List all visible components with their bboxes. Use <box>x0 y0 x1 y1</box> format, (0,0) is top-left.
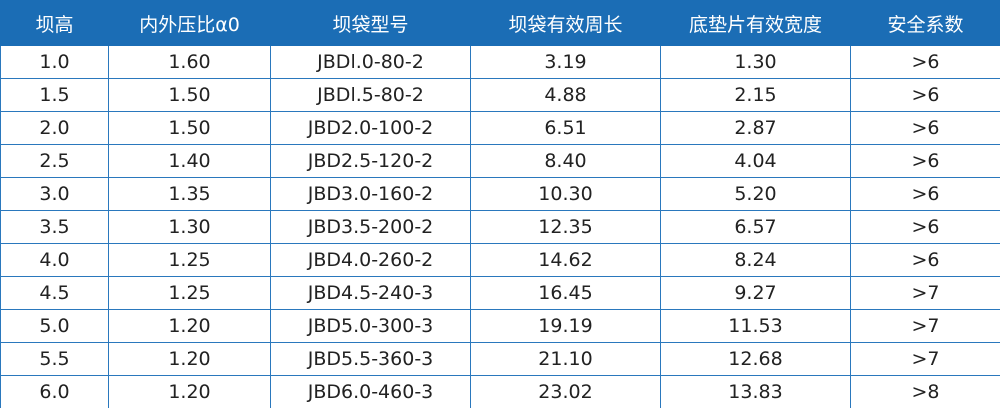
table-cell: >7 <box>850 342 1000 376</box>
table-cell: 23.02 <box>470 375 661 408</box>
table-cell: >6 <box>850 243 1000 277</box>
table-body: 1.0 1.60 JBDl.0-80-2 3.19 1.30 >6 1.5 1.50 JBDl.… <box>0 45 1000 408</box>
table-cell: 11.53 <box>660 309 851 343</box>
table-cell: >7 <box>850 276 1000 310</box>
table-cell: 4.04 <box>660 144 851 178</box>
table-cell: 2.5 <box>0 144 109 178</box>
table-cell: 1.60 <box>108 45 271 79</box>
table-cell: 1.20 <box>108 375 271 408</box>
table-cell: 4.88 <box>470 78 661 112</box>
table-cell: JBD5.0-300-3 <box>270 309 471 343</box>
table-cell: >8 <box>850 375 1000 408</box>
table-cell: 10.30 <box>470 177 661 211</box>
table-row: 1.0 1.60 JBDl.0-80-2 3.19 1.30 >6 <box>0 45 1000 79</box>
table-cell: 1.0 <box>0 45 109 79</box>
table-cell: >6 <box>850 45 1000 79</box>
table-cell: 3.19 <box>470 45 661 79</box>
table-cell: 12.68 <box>660 342 851 376</box>
table-cell: 4.5 <box>0 276 109 310</box>
table-cell: 2.87 <box>660 111 851 145</box>
table-cell: 21.10 <box>470 342 661 376</box>
table-cell: JBD4.0-260-2 <box>270 243 471 277</box>
table-row: 2.5 1.40 JBD2.5-120-2 8.40 4.04 >6 <box>0 144 1000 178</box>
table-cell: JBD2.5-120-2 <box>270 144 471 178</box>
table-cell: 4.0 <box>0 243 109 277</box>
table-cell: >6 <box>850 177 1000 211</box>
table-cell: 6.51 <box>470 111 661 145</box>
table-cell: 2.15 <box>660 78 851 112</box>
table-cell: JBD5.5-360-3 <box>270 342 471 376</box>
table-cell: 8.24 <box>660 243 851 277</box>
table-cell: >6 <box>850 111 1000 145</box>
header-cell: 安全系数 <box>850 0 1000 46</box>
table-cell: JBD6.0-460-3 <box>270 375 471 408</box>
table-cell: 1.20 <box>108 342 271 376</box>
table-cell: >6 <box>850 210 1000 244</box>
table-row: 5.0 1.20 JBD5.0-300-3 19.19 11.53 >7 <box>0 309 1000 343</box>
table-cell: 5.20 <box>660 177 851 211</box>
table-cell: 1.30 <box>660 45 851 79</box>
table-row: 1.5 1.50 JBDl.5-80-2 4.88 2.15 >6 <box>0 78 1000 112</box>
table-cell: JBD3.5-200-2 <box>270 210 471 244</box>
table-cell: 14.62 <box>470 243 661 277</box>
table-cell: JBD2.0-100-2 <box>270 111 471 145</box>
table-row: 4.5 1.25 JBD4.5-240-3 16.45 9.27 >7 <box>0 276 1000 310</box>
table-cell: 5.0 <box>0 309 109 343</box>
table-cell: 1.50 <box>108 111 271 145</box>
table-cell: 5.5 <box>0 342 109 376</box>
header-cell: 坝袋型号 <box>270 0 471 46</box>
table-cell: 1.50 <box>108 78 271 112</box>
table-row: 2.0 1.50 JBD2.0-100-2 6.51 2.87 >6 <box>0 111 1000 145</box>
table-row: 5.5 1.20 JBD5.5-360-3 21.10 12.68 >7 <box>0 342 1000 376</box>
header-cell: 底垫片有效宽度 <box>660 0 851 46</box>
table-row: 3.0 1.35 JBD3.0-160-2 10.30 5.20 >6 <box>0 177 1000 211</box>
table-cell: 1.5 <box>0 78 109 112</box>
table-cell: 13.83 <box>660 375 851 408</box>
table-cell: JBD3.0-160-2 <box>270 177 471 211</box>
table-cell: JBDl.0-80-2 <box>270 45 471 79</box>
table-cell: 8.40 <box>470 144 661 178</box>
table-cell: 1.25 <box>108 276 271 310</box>
table-cell: 3.5 <box>0 210 109 244</box>
table-cell: JBDl.5-80-2 <box>270 78 471 112</box>
table-cell: 12.35 <box>470 210 661 244</box>
header-cell: 坝高 <box>0 0 109 46</box>
table-cell: >6 <box>850 144 1000 178</box>
table-header: 坝高 内外压比α0 坝袋型号 坝袋有效周长 底垫片有效宽度 安全系数 <box>0 0 1000 46</box>
table-cell: >6 <box>850 78 1000 112</box>
header-cell: 坝袋有效周长 <box>470 0 661 46</box>
header-cell: 内外压比α0 <box>108 0 271 46</box>
table-cell: 9.27 <box>660 276 851 310</box>
table-cell: JBD4.5-240-3 <box>270 276 471 310</box>
table-cell: 1.40 <box>108 144 271 178</box>
header-row: 坝高 内外压比α0 坝袋型号 坝袋有效周长 底垫片有效宽度 安全系数 <box>0 0 1000 46</box>
table-row: 3.5 1.30 JBD3.5-200-2 12.35 6.57 >6 <box>0 210 1000 244</box>
table-row: 4.0 1.25 JBD4.0-260-2 14.62 8.24 >6 <box>0 243 1000 277</box>
table-cell: 19.19 <box>470 309 661 343</box>
table-cell: 1.35 <box>108 177 271 211</box>
table-row: 6.0 1.20 JBD6.0-460-3 23.02 13.83 >8 <box>0 375 1000 408</box>
table-cell: 1.25 <box>108 243 271 277</box>
table-cell: 2.0 <box>0 111 109 145</box>
table-cell: 1.20 <box>108 309 271 343</box>
table-cell: 16.45 <box>470 276 661 310</box>
table-cell: 3.0 <box>0 177 109 211</box>
table-cell: 6.57 <box>660 210 851 244</box>
table-cell: 1.30 <box>108 210 271 244</box>
table-cell: 6.0 <box>0 375 109 408</box>
table-cell: >7 <box>850 309 1000 343</box>
